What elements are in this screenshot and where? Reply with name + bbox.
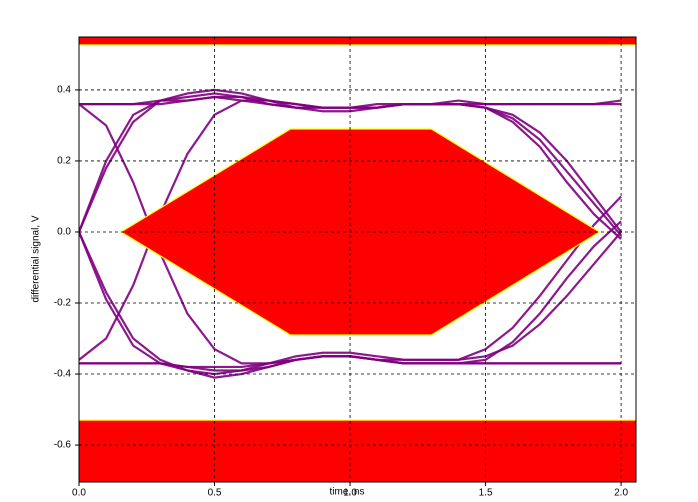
x-axis-label: time, ns — [329, 487, 364, 498]
plot-area — [79, 37, 636, 482]
y-tick-label: 0.0 — [57, 227, 71, 238]
upper-mask-band — [79, 37, 636, 46]
y-tick-label: 0.2 — [57, 156, 71, 167]
eye-trace — [79, 231, 622, 376]
x-tick-label: 0.5 — [208, 488, 222, 499]
lower-mask-band — [79, 419, 636, 482]
y-tick-label: -0.6 — [54, 440, 72, 451]
y-tick-label: 0.4 — [57, 85, 71, 96]
x-tick-label: 0.0 — [72, 488, 86, 499]
x-tick-label: 1.5 — [479, 488, 493, 499]
y-tick-label: -0.2 — [54, 298, 72, 309]
y-tick-label: -0.4 — [54, 369, 72, 380]
plot-frame — [78, 36, 637, 483]
eye-mask — [119, 128, 601, 336]
x-tick-label: 2.0 — [614, 488, 628, 499]
x-tick-label: 1.0 — [343, 488, 357, 499]
y-axis-label: differential signal, V — [31, 215, 42, 302]
eye-trace — [79, 99, 622, 361]
